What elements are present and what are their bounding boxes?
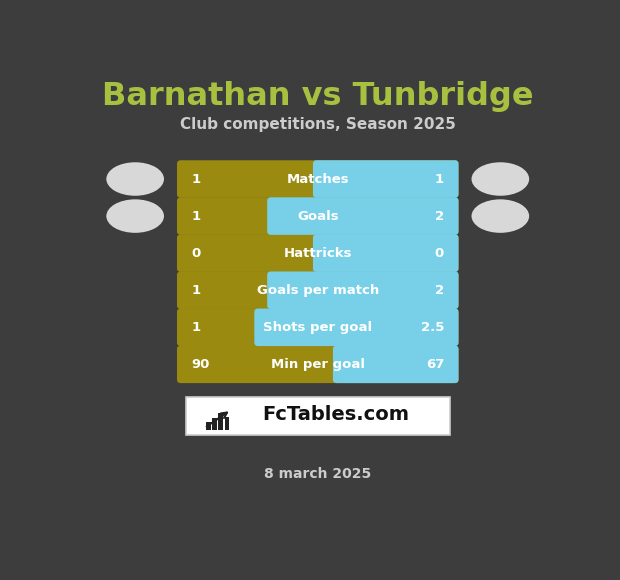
Text: Shots per goal: Shots per goal [263, 321, 373, 333]
FancyBboxPatch shape [268, 201, 278, 231]
FancyBboxPatch shape [177, 160, 459, 198]
Ellipse shape [107, 200, 164, 233]
Text: 0: 0 [192, 246, 201, 260]
FancyBboxPatch shape [267, 197, 459, 235]
FancyBboxPatch shape [268, 276, 278, 305]
Text: 8 march 2025: 8 march 2025 [264, 467, 371, 481]
Text: Club competitions, Season 2025: Club competitions, Season 2025 [180, 117, 456, 132]
FancyBboxPatch shape [218, 414, 223, 430]
Text: 1: 1 [192, 172, 200, 186]
FancyBboxPatch shape [314, 238, 324, 268]
FancyBboxPatch shape [177, 197, 459, 235]
Text: 1: 1 [435, 172, 444, 186]
FancyBboxPatch shape [313, 234, 459, 272]
Text: 90: 90 [192, 358, 210, 371]
Text: Hattricks: Hattricks [283, 246, 352, 260]
Text: Matches: Matches [286, 172, 349, 186]
FancyBboxPatch shape [255, 313, 265, 342]
FancyBboxPatch shape [267, 271, 459, 309]
Text: Goals per match: Goals per match [257, 284, 379, 297]
FancyBboxPatch shape [333, 346, 459, 383]
Ellipse shape [107, 162, 164, 196]
Text: 1: 1 [192, 284, 200, 297]
FancyBboxPatch shape [177, 346, 459, 383]
Text: 0: 0 [435, 246, 444, 260]
Text: 67: 67 [426, 358, 444, 371]
Text: 1: 1 [192, 321, 200, 333]
FancyBboxPatch shape [177, 309, 459, 346]
FancyBboxPatch shape [185, 397, 450, 434]
FancyBboxPatch shape [224, 417, 229, 430]
Text: Goals: Goals [297, 209, 339, 223]
Ellipse shape [471, 162, 529, 196]
FancyBboxPatch shape [177, 271, 459, 309]
Text: Barnathan vs Tunbridge: Barnathan vs Tunbridge [102, 81, 533, 112]
FancyBboxPatch shape [314, 164, 324, 194]
Text: 1: 1 [192, 209, 200, 223]
Text: 2: 2 [435, 209, 444, 223]
Text: Min per goal: Min per goal [271, 358, 365, 371]
Ellipse shape [471, 200, 529, 233]
FancyBboxPatch shape [334, 350, 343, 379]
Text: FcTables.com: FcTables.com [263, 405, 410, 424]
Text: 2: 2 [435, 284, 444, 297]
FancyBboxPatch shape [177, 234, 459, 272]
Text: 2.5: 2.5 [421, 321, 444, 333]
FancyBboxPatch shape [212, 418, 217, 430]
FancyBboxPatch shape [254, 309, 459, 346]
FancyBboxPatch shape [313, 160, 459, 198]
FancyBboxPatch shape [206, 422, 211, 430]
